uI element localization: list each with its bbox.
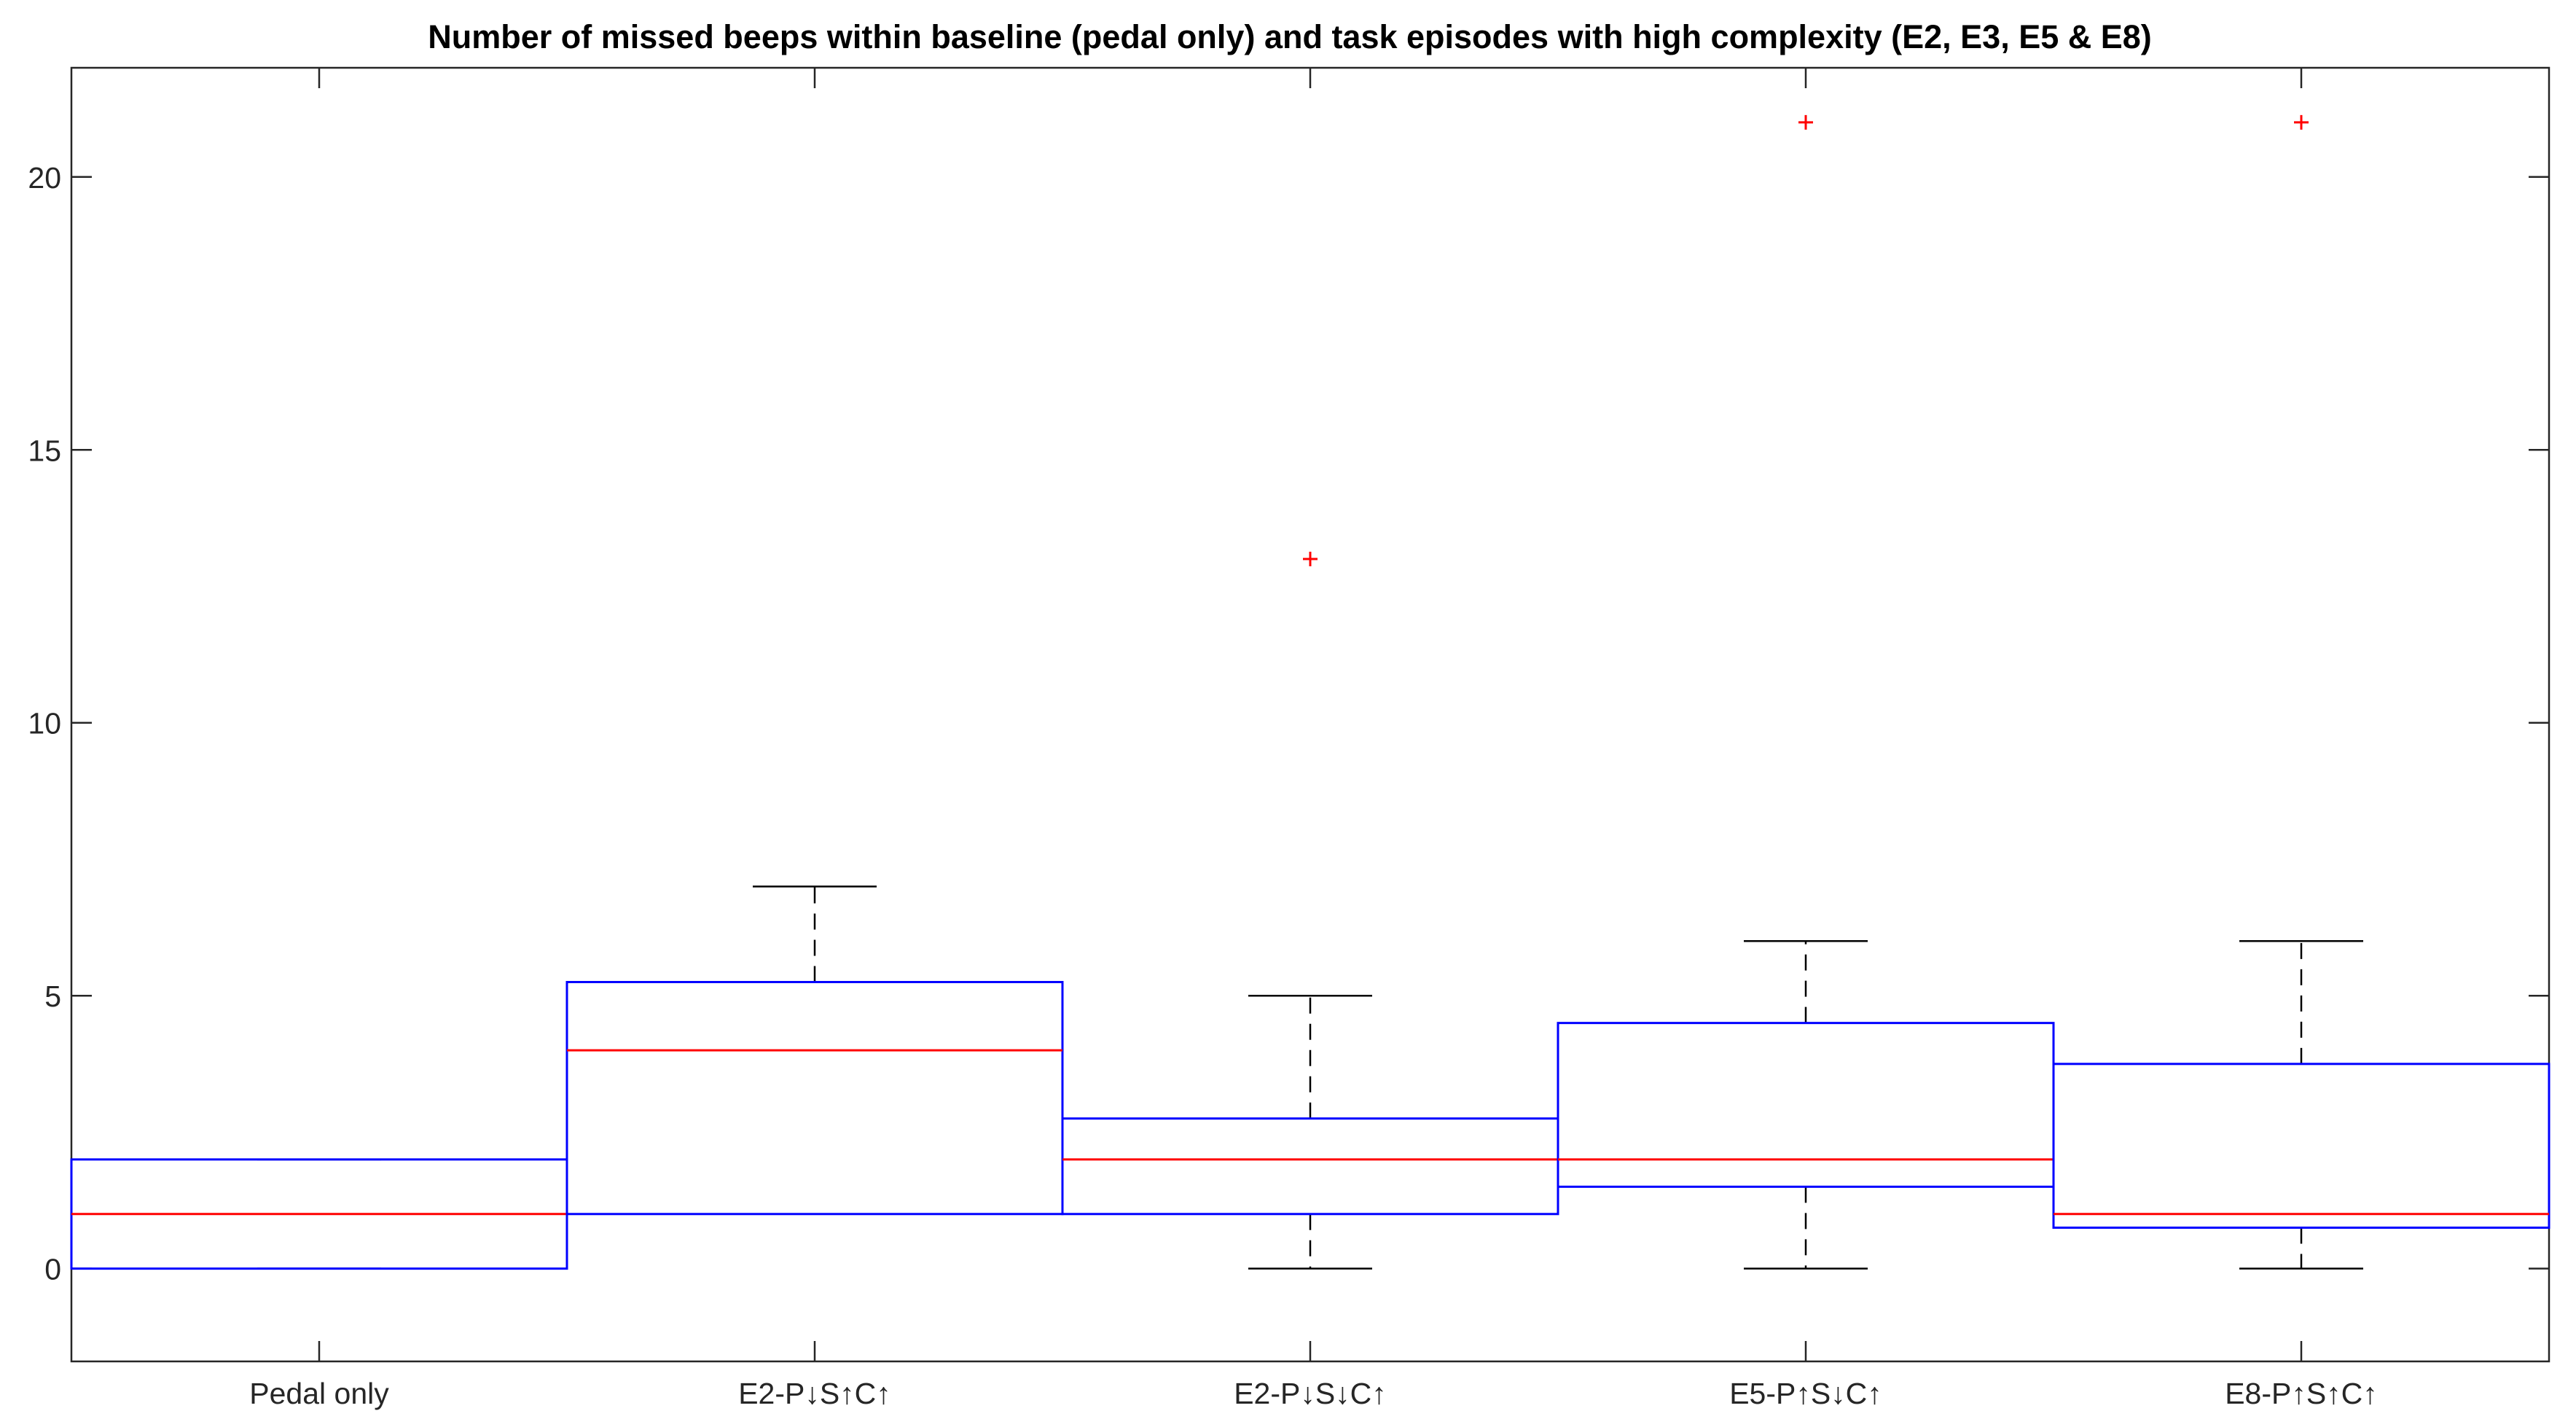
box-iqr — [565, 980, 1064, 1216]
y-tick-label: 15 — [28, 434, 61, 467]
outlier-marker — [1303, 552, 1318, 567]
outlier-marker — [2294, 114, 2309, 130]
plot-area: 0 5 10 15 20 Pedal only E2-P↓S↑C↑ E2-P↓S↓C↑ E5-P… — [28, 66, 2550, 1410]
x-tick-label: E8-P↑S↑C↑ — [2225, 1377, 2378, 1410]
outlier-marker — [1798, 114, 1813, 130]
y-tick-label: 5 — [44, 980, 61, 1013]
chart-title: Number of missed beeps within baseline (… — [428, 18, 2152, 55]
y-tick-label: 0 — [44, 1253, 61, 1286]
x-tick-label: Pedal only — [249, 1377, 389, 1410]
y-tick-label: 20 — [28, 161, 61, 195]
x-tick-label: E2-P↓S↑C↑ — [738, 1377, 891, 1410]
box-iqr — [2052, 1063, 2550, 1229]
y-tick-label: 10 — [28, 707, 61, 740]
x-tick-label: E2-P↓S↓C↑ — [1234, 1377, 1387, 1410]
x-tick-label: E5-P↑S↓C↑ — [1729, 1377, 1882, 1410]
